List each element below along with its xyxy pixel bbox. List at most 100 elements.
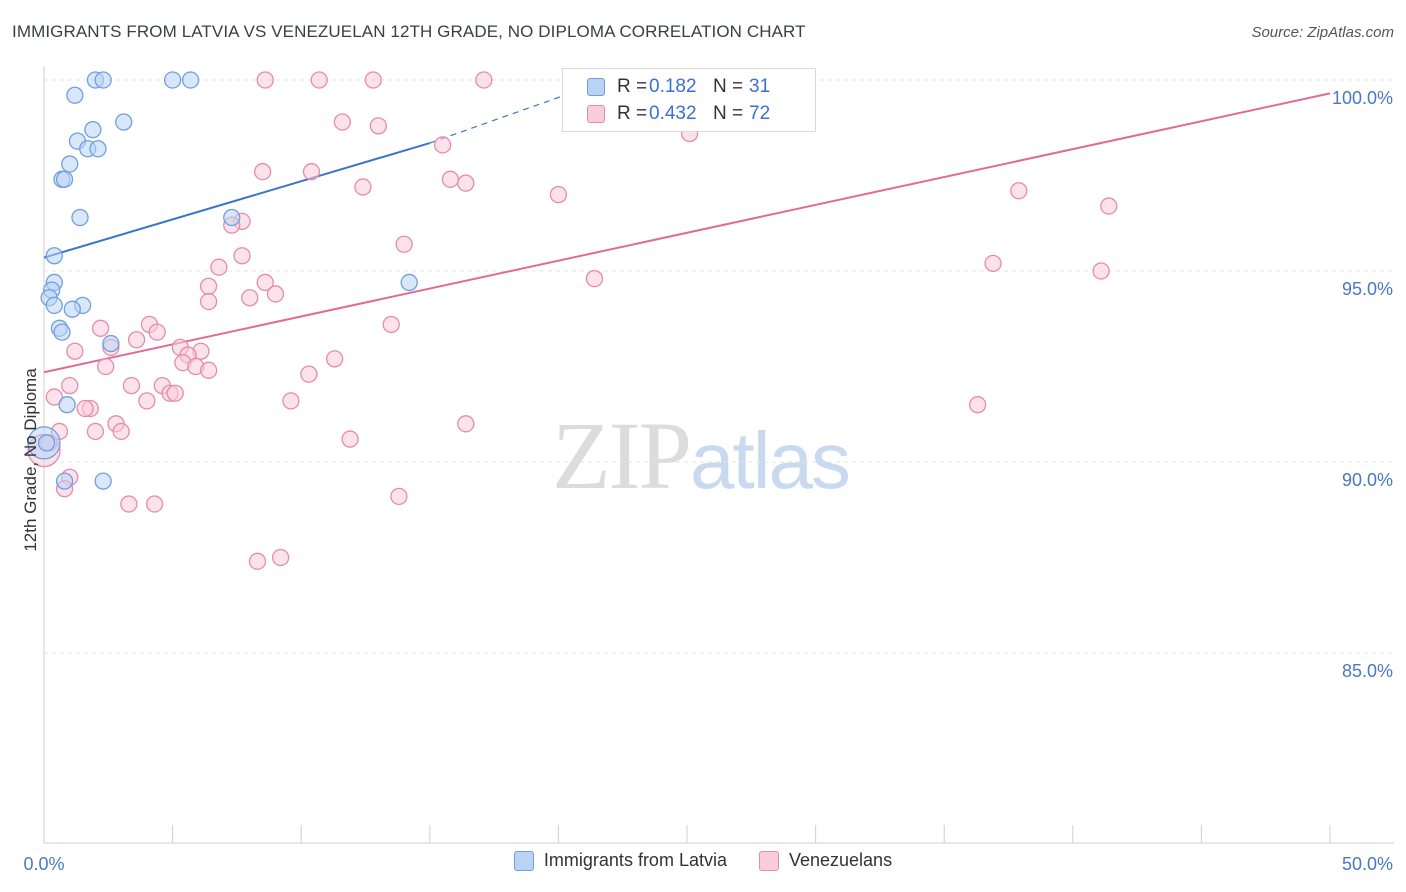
- point-latvia: [223, 208, 241, 227]
- point-venezuelans: [271, 548, 290, 567]
- point-venezuelans: [984, 254, 1002, 273]
- point-venezuelans: [325, 350, 344, 368]
- n-label: N =: [713, 103, 744, 124]
- grid-lines: [44, 79, 1394, 654]
- series-legend: Immigrants from Latvia Venezuelans: [0, 850, 1406, 871]
- watermark: ZIPatlas: [552, 400, 851, 511]
- point-venezuelans: [1100, 197, 1118, 215]
- point-venezuelans: [266, 285, 285, 303]
- stats-row-venezuelans: R = 0.432 N = 72: [587, 102, 770, 126]
- stats-row-latvia: R = 0.182 N = 31: [587, 75, 770, 99]
- watermark-atlas: atlas: [690, 416, 851, 505]
- point-latvia: [61, 155, 79, 173]
- y-tick-label: 95.0%: [1342, 279, 1393, 299]
- point-venezuelans: [256, 273, 274, 292]
- r-label: R =: [617, 76, 648, 97]
- swatch-latvia: [587, 78, 605, 96]
- point-venezuelans: [256, 71, 274, 89]
- point-venezuelans: [241, 289, 259, 307]
- point-latvia: [94, 71, 112, 89]
- point-venezuelans: [45, 388, 63, 406]
- point-venezuelans: [968, 396, 987, 414]
- point-venezuelans: [120, 495, 138, 513]
- point-venezuelans: [86, 422, 105, 441]
- legend-swatch-venezuelans: [758, 850, 779, 871]
- point-venezuelans: [148, 323, 166, 341]
- axes: [43, 66, 1394, 844]
- point-venezuelans: [1010, 182, 1028, 200]
- tick-labels: 100.0% 95.0% 90.0% 85.0% 0.0% 50.0%: [23, 88, 1393, 874]
- point-latvia: [55, 170, 74, 188]
- r-value: 0.432: [649, 103, 697, 124]
- point-latvia: [55, 472, 74, 490]
- point-latvia: [102, 334, 120, 353]
- y-tick-label: 85.0%: [1342, 661, 1393, 681]
- point-latvia: [181, 71, 200, 89]
- r-label: R =: [617, 103, 648, 124]
- point-venezuelans: [97, 357, 115, 376]
- legend-label-latvia: Immigrants from Latvia: [543, 850, 727, 870]
- point-venezuelans: [282, 392, 300, 410]
- data-points: [27, 71, 1118, 570]
- point-venezuelans: [61, 376, 79, 395]
- point-venezuelans: [475, 71, 493, 89]
- watermark-zip: ZIP: [552, 402, 692, 509]
- point-venezuelans: [210, 258, 228, 276]
- swatch-venezuelans: [587, 105, 605, 123]
- point-venezuelans: [434, 136, 452, 154]
- point-latvia: [37, 434, 56, 452]
- point-latvia: [163, 71, 182, 89]
- point-venezuelans: [441, 170, 460, 188]
- n-label: N =: [713, 76, 744, 97]
- point-venezuelans: [122, 376, 141, 395]
- point-venezuelans: [127, 331, 146, 349]
- point-latvia: [84, 121, 102, 139]
- point-venezuelans: [333, 113, 352, 131]
- point-venezuelans: [138, 392, 156, 410]
- x-tick-label: 50.0%: [1342, 854, 1393, 874]
- point-venezuelans: [199, 361, 218, 379]
- y-tick-label: 100.0%: [1332, 88, 1393, 108]
- point-venezuelans: [390, 487, 408, 506]
- trend-line-latvia: [43, 142, 431, 259]
- point-latvia: [400, 273, 418, 292]
- trend-line-venezuelans: [43, 92, 1331, 374]
- x-tick-label: 0.0%: [23, 854, 64, 874]
- n-value: 31: [749, 76, 771, 97]
- n-value: 72: [749, 103, 771, 124]
- legend-item-latvia[interactable]: Immigrants from Latvia: [513, 850, 727, 871]
- point-venezuelans: [91, 319, 110, 337]
- point-latvia: [66, 86, 84, 104]
- stats-legend: R = 0.182 N = 31 R = 0.432 N = 72: [562, 68, 816, 132]
- legend-item-venezuelans[interactable]: Venezuelans: [758, 850, 893, 871]
- point-latvia: [63, 300, 81, 318]
- point-venezuelans: [1092, 262, 1110, 280]
- point-latvia: [94, 472, 112, 490]
- point-venezuelans: [364, 71, 382, 89]
- point-venezuelans: [585, 269, 604, 288]
- point-venezuelans: [199, 277, 218, 295]
- point-venezuelans: [341, 430, 359, 448]
- chart-title: IMMIGRANTS FROM LATVIA VS VENEZUELAN 12T…: [12, 22, 806, 41]
- point-venezuelans: [457, 415, 475, 433]
- point-venezuelans: [253, 163, 272, 181]
- point-venezuelans: [382, 315, 400, 334]
- point-venezuelans: [457, 174, 475, 192]
- y-tick-label: 90.0%: [1342, 470, 1393, 490]
- y-axis-label: 12th Grade, No Diploma: [21, 368, 40, 552]
- point-latvia: [58, 396, 76, 414]
- point-venezuelans: [76, 399, 94, 418]
- r-value: 0.182: [649, 76, 697, 97]
- point-venezuelans: [369, 117, 388, 135]
- point-venezuelans: [354, 178, 372, 196]
- legend-label-venezuelans: Venezuelans: [788, 850, 893, 870]
- point-venezuelans: [300, 365, 318, 383]
- point-venezuelans: [302, 163, 321, 181]
- point-venezuelans: [112, 422, 130, 441]
- source-label: Source: ZipAtlas.com: [1251, 24, 1394, 41]
- point-venezuelans: [248, 552, 267, 570]
- point-venezuelans: [145, 495, 164, 513]
- point-venezuelans: [395, 235, 413, 253]
- point-latvia: [89, 140, 107, 158]
- point-latvia: [45, 296, 63, 315]
